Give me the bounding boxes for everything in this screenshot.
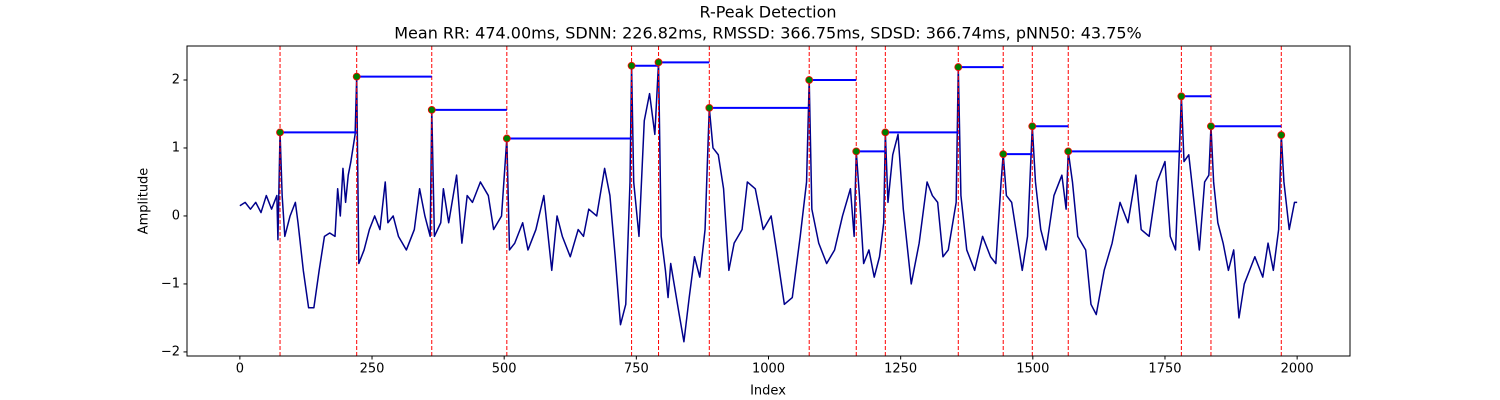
y-tick-label: 1 [172,140,180,155]
x-tick-label: 250 [360,362,385,377]
y-tick-label: 2 [172,72,180,87]
r-peak [276,128,284,137]
r-peak [427,106,436,114]
chart-subtitle: Mean RR: 474.00ms, SDNN: 226.82ms, RMSSD… [394,24,1142,43]
x-tick-label: 1000 [752,362,785,377]
r-peak [1028,122,1037,131]
x-tick-label: 2000 [1281,362,1314,377]
r-peak [1064,147,1073,156]
chart-title: R-Peak Detection [699,3,836,22]
r-peak [881,128,890,137]
y-tick-label: −1 [161,276,180,291]
axes-frame [186,45,1351,357]
r-peak [627,61,636,70]
r-peak [852,147,861,156]
y-tick-label: −2 [161,344,180,359]
y-tick-label: 0 [172,208,180,223]
r-peak [1177,92,1186,101]
r-peak [1207,122,1215,131]
y-axis-label: Amplitude [137,168,152,235]
plot-area [239,46,1298,356]
x-tick-label: 500 [492,362,517,377]
x-tick-label: 1750 [1148,362,1181,377]
r-peak [954,63,963,71]
r-peak [1277,131,1286,139]
r-peak [352,72,361,81]
r-peak [705,103,714,112]
r-peak [654,58,663,67]
r-peak [805,76,814,84]
signal-line [239,61,1298,343]
r-peak [502,134,511,143]
x-tick-label: 0 [236,362,244,377]
x-tick-label: 1250 [884,362,917,377]
r-peak [999,150,1008,158]
x-tick-label: 1500 [1016,362,1049,377]
x-tick-label: 750 [624,362,649,377]
x-axis-label: Index [750,384,786,399]
